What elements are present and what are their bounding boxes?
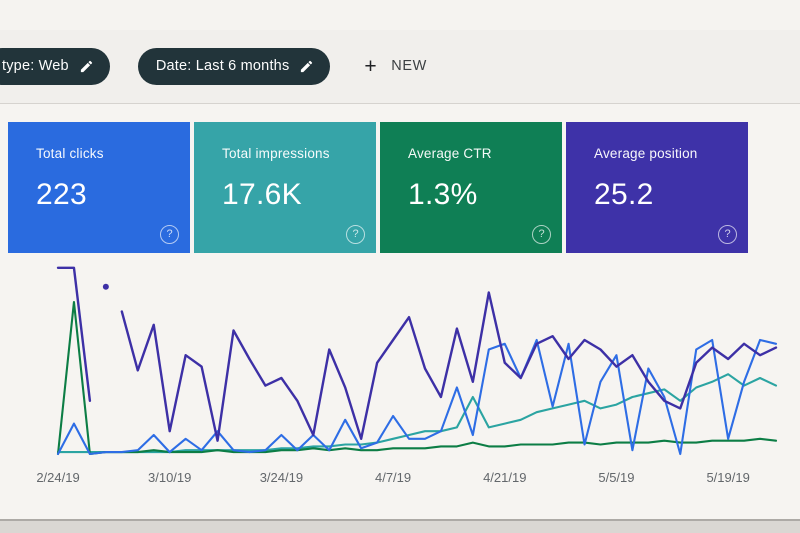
metric-value: 25.2 (594, 178, 654, 211)
metric-value: 1.3% (408, 178, 478, 211)
filter-chip-date-range[interactable]: Date: Last 6 months (137, 47, 331, 85)
x-axis-label: 2/24/19 (36, 470, 80, 485)
edit-pencil-icon (79, 59, 94, 74)
x-axis-label: 5/5/19 (598, 470, 635, 485)
filter-chip-search-type[interactable]: type: Web (0, 47, 110, 85)
new-filter-button[interactable]: + NEW (364, 56, 427, 77)
metric-card-average-position[interactable]: Average position 25.2 ? (566, 122, 748, 253)
metric-title: Total impressions (222, 146, 330, 161)
edit-pencil-icon (299, 59, 314, 74)
filter-chip-label: type: Web (2, 58, 69, 74)
help-icon[interactable]: ? (718, 225, 737, 244)
new-button-label: NEW (391, 58, 427, 74)
metric-value: 223 (36, 178, 87, 211)
screen-bottom-edge (0, 519, 800, 533)
metric-title: Average CTR (408, 146, 492, 161)
help-icon[interactable]: ? (532, 225, 551, 244)
x-axis-label: 3/24/19 (259, 470, 304, 485)
line-series-clicks (56, 338, 778, 456)
metric-card-total-clicks[interactable]: Total clicks 223 ? (8, 122, 190, 253)
help-icon[interactable]: ? (346, 225, 365, 244)
line-point-position (102, 283, 109, 290)
performance-chart-canvas[interactable] (50, 258, 795, 464)
browser-header-strip (0, 0, 800, 31)
x-axis-label: 5/19/19 (706, 470, 750, 485)
line-series-ctr (56, 300, 778, 456)
metric-card-total-impressions[interactable]: Total impressions 17.6K ? (194, 122, 376, 253)
metric-title: Total clicks (36, 146, 104, 161)
performance-chart[interactable]: 2/24/19 3/10/19 3/24/19 4/7/19 4/21/19 5/5/19… (0, 258, 800, 498)
x-axis-label: 4/21/19 (483, 470, 527, 485)
metric-cards-row: Total clicks 223 ? Total impressions 17.… (8, 122, 748, 253)
x-axis-label: 4/7/19 (374, 470, 412, 485)
filter-bar: type: Web Date: Last 6 months + NEW (0, 30, 800, 102)
help-icon[interactable]: ? (160, 225, 179, 244)
line-series-position (120, 291, 778, 442)
filter-chip-label: Date: Last 6 months (155, 58, 290, 74)
x-axis-label: 3/10/19 (148, 470, 192, 485)
line-series-position (56, 266, 92, 403)
section-divider (0, 103, 800, 104)
plus-icon: + (364, 54, 378, 78)
metric-title: Average position (594, 146, 698, 161)
metric-value: 17.6K (222, 178, 302, 211)
metric-card-average-ctr[interactable]: Average CTR 1.3% ? (380, 122, 562, 253)
